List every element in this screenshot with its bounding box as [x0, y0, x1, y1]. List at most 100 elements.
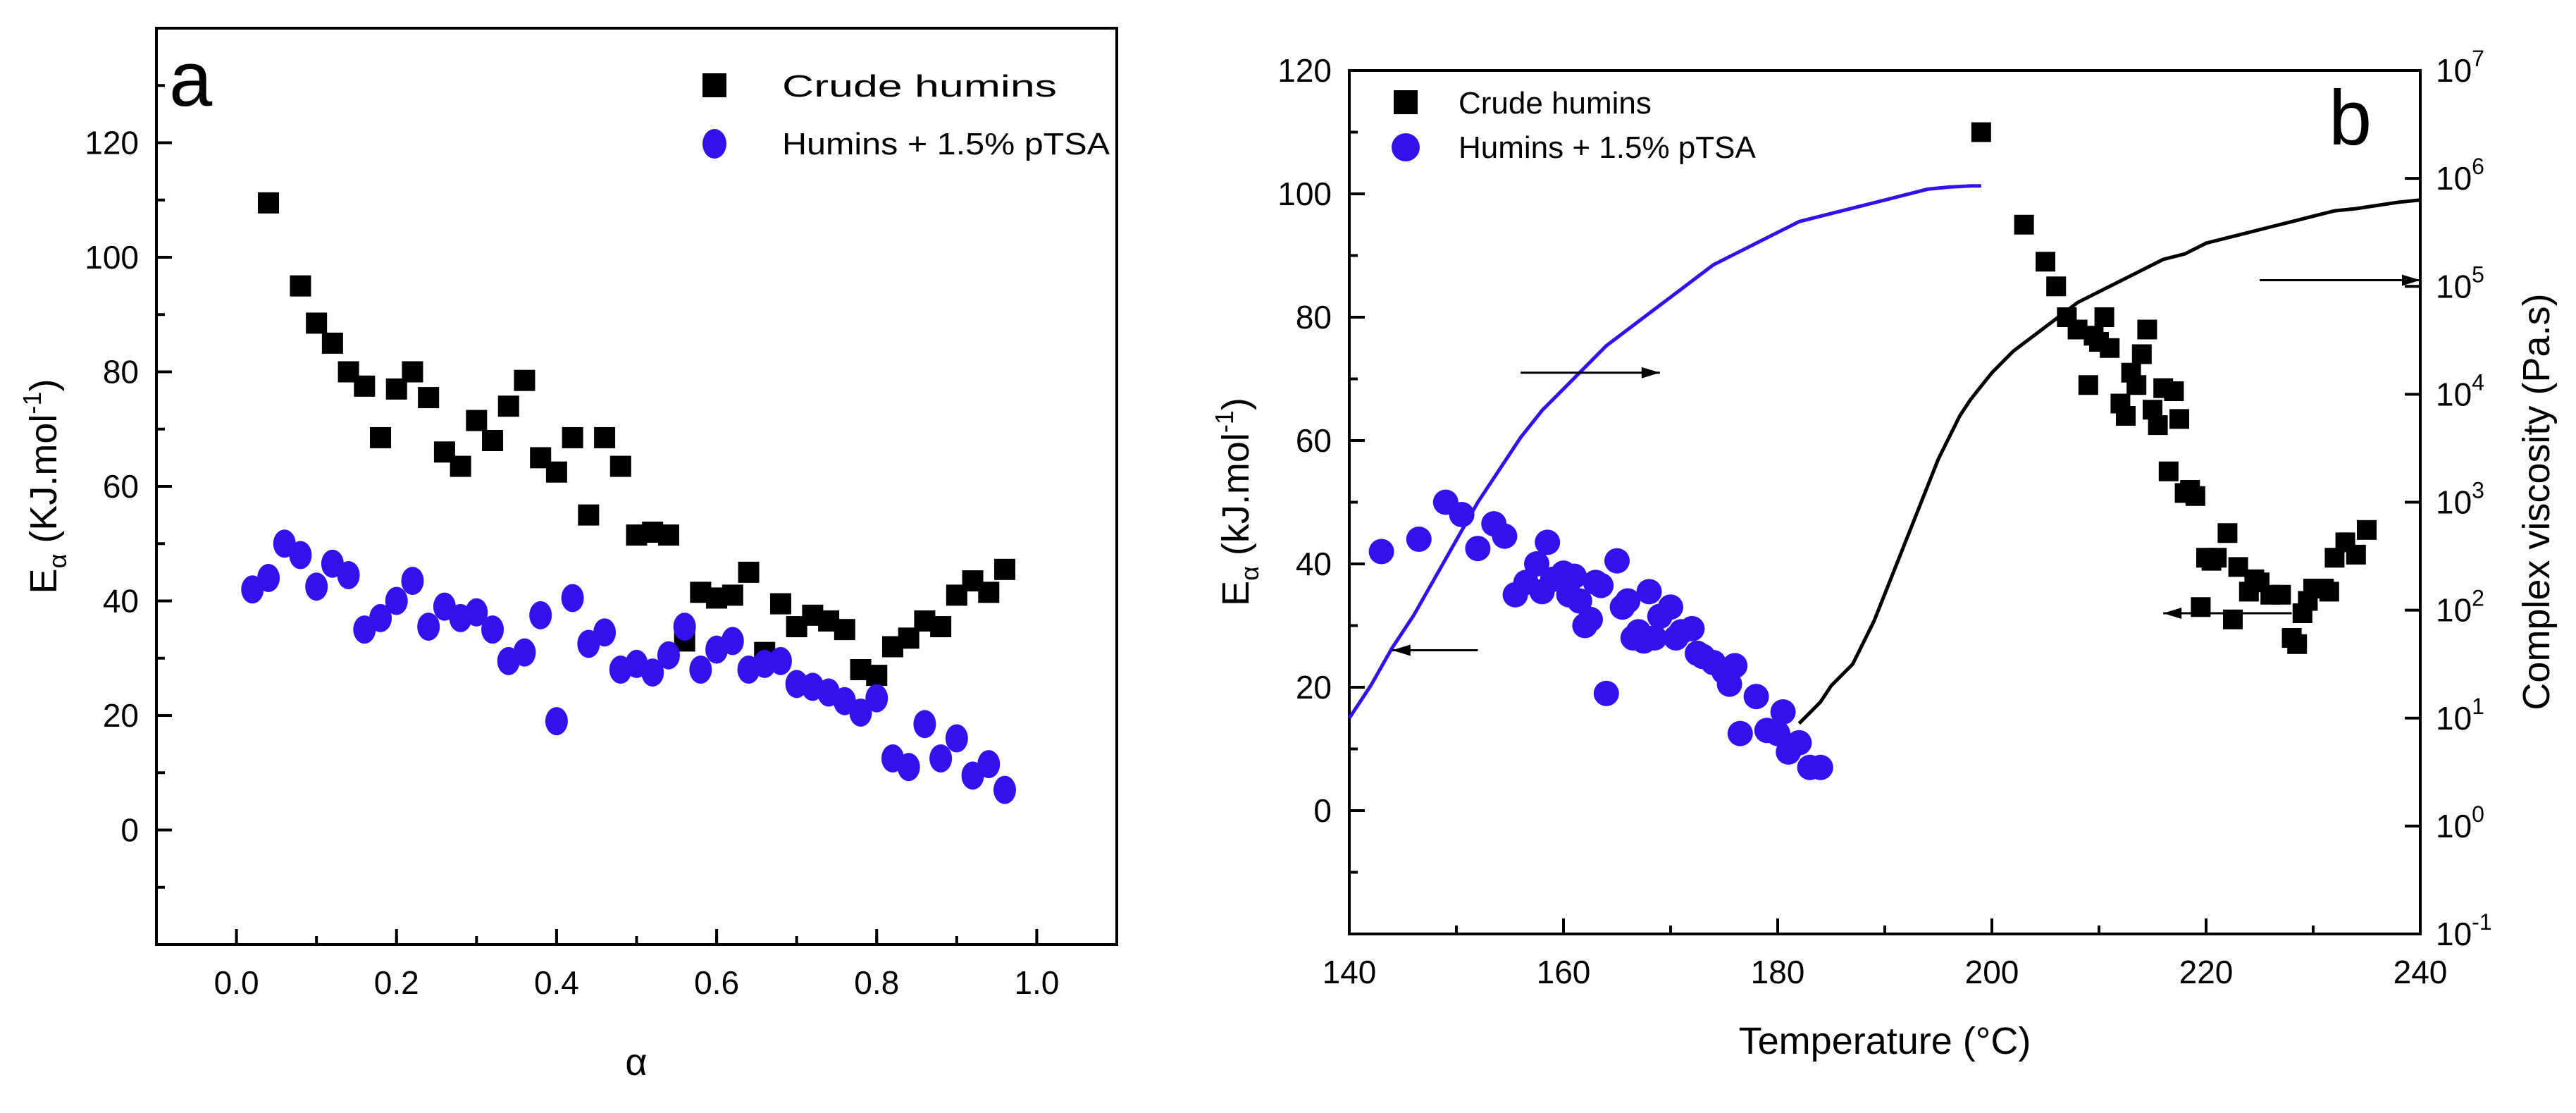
panel-a-legend-crude-label: Crude humins	[782, 69, 1057, 104]
panel-a: 0.0 0.2 0.4 0.6 0.8 1.0 0 20 40 60 80 100 120 a α Eα…	[18, 27, 1118, 1083]
panel-b-crude-point	[2158, 461, 2179, 481]
panel-a-crude-point	[321, 332, 343, 354]
panel-a-crude-point	[834, 619, 855, 641]
panel-b-y2-tick-base: 10	[2436, 592, 2472, 629]
panel-a-ptsa-point	[369, 603, 392, 632]
panel-b-y2-tick-base: 10	[2436, 52, 2472, 89]
panel-b: 140 160 180 200 220 24002040608010012010-1100…	[1210, 46, 2558, 1062]
panel-a-crude-point	[450, 455, 471, 477]
panel-a-crude-point	[258, 192, 280, 214]
panel-a-crude-point	[354, 375, 376, 397]
panel-b-ptsa-point	[1593, 680, 1619, 706]
panel-b-ticks: 140 160 180 200 220 24002040608010012010-1100…	[1277, 46, 2491, 990]
panel-a-y-tick-label: 80	[103, 354, 139, 391]
panel-a-x-tick-label: 0.8	[854, 964, 899, 1001]
panel-b-y2-tick-label: 104	[2436, 369, 2484, 412]
panel-a-crude-point	[402, 361, 423, 383]
panel-a-ptsa-point	[657, 641, 680, 670]
panel-a-legend-crude-marker	[702, 73, 726, 97]
panel-a-y-tick-label: 0	[120, 812, 139, 849]
panel-b-y2-tick-base: 10	[2436, 160, 2472, 197]
panel-b-x-tick-label: 140	[1323, 954, 1377, 990]
panel-a-x-tick-label: 0.6	[694, 964, 739, 1001]
panel-a-ptsa-point	[513, 638, 536, 667]
panel-b-crude-point	[2137, 319, 2157, 340]
panel-b-y-tick-label: 40	[1296, 546, 1332, 582]
panel-b-legend-ptsa-label: Humins + 1.5% pTSA	[1459, 130, 1756, 165]
panel-a-y-label-main: E	[23, 568, 65, 594]
panel-b-ptsa-viscosity-curve	[1347, 184, 1981, 720]
panel-b-crude-point	[2217, 523, 2238, 543]
panel-a-crude-point	[306, 312, 328, 334]
panel-a-y-tick-label: 60	[103, 468, 139, 505]
panel-a-ptsa-point	[673, 613, 696, 641]
panel-b-y-tick-label: 0	[1313, 792, 1332, 829]
panel-b-viscosity-curves	[1347, 184, 2421, 725]
panel-b-y2-tick-label: 102	[2436, 586, 2484, 629]
panel-a-frame	[155, 27, 1118, 946]
panel-a-ptsa-point	[641, 658, 664, 687]
panel-b-legend-crude-label: Crude humins	[1459, 86, 1652, 121]
panel-a-crude-point	[482, 430, 504, 451]
panel-a-ptsa-point	[689, 656, 712, 684]
panel-a-crude-point	[578, 504, 600, 526]
panel-a-ptsa-point	[417, 613, 440, 641]
panel-b-crude-point	[2185, 486, 2205, 506]
panel-a-y-label-sub: α	[43, 554, 72, 569]
panel-a-ptsa-point	[593, 618, 617, 647]
panel-a-ptsa-point	[897, 753, 920, 782]
panel-b-ptsa-point	[1406, 527, 1432, 552]
panel-b-arrow-head	[2163, 608, 2182, 619]
panel-b-ptsa-point	[1722, 653, 1748, 679]
panel-a-crude-point	[769, 593, 791, 615]
panel-a-marks	[241, 192, 1016, 804]
panel-b-ptsa-point	[1449, 502, 1475, 527]
panel-b-ptsa-point	[1535, 529, 1561, 555]
panel-a-ptsa-point	[865, 684, 888, 713]
panel-b-x-tick-label: 240	[2394, 954, 2448, 990]
panel-a-crude-point	[370, 426, 392, 448]
panel-a-x-axis-label: α	[625, 1041, 647, 1083]
panel-b-ptsa-point	[1588, 572, 1614, 598]
panel-b-y2-axis-label: Complex viscosity (Pa.s)	[2515, 293, 2558, 710]
panel-a-legend: Crude humins Humins + 1.5% pTSA	[702, 69, 1110, 161]
panel-a-y-label-end: )	[23, 379, 65, 392]
panel-b-y-label-sub: α	[1235, 566, 1264, 581]
panel-a-x-tick-label: 0.4	[534, 964, 579, 1001]
panel-b-crude-point	[2357, 519, 2377, 540]
panel-a-y-axis-label: Eα (KJ.mol-1)	[18, 379, 72, 594]
panel-b-legend: Crude humins Humins + 1.5% pTSA	[1392, 86, 1756, 165]
panel-b-arrows	[1392, 274, 2420, 656]
panel-b-y2-tick-label: 10-1	[2436, 909, 2492, 952]
panel-a-ptsa-point	[305, 572, 328, 601]
panel-b-ptsa-point	[1578, 606, 1603, 632]
panel-a-ptsa-point	[401, 567, 424, 596]
panel-b-x-tick-label: 180	[1751, 954, 1805, 990]
panel-b-y2-tick-base: 10	[2436, 808, 2472, 844]
panel-b-y-axis-label: Eα (kJ.mol-1)	[1210, 398, 1264, 606]
panel-b-arrow-head	[1641, 367, 1660, 379]
panel-b-arrow-head	[2402, 274, 2420, 286]
panel-b-crude-point	[2271, 584, 2291, 605]
panel-b-y-label-end: )	[1215, 398, 1257, 410]
panel-a-crude-point	[866, 665, 888, 687]
panel-a-crude-point	[722, 584, 743, 606]
panel-b-y2-tick-label: 105	[2436, 262, 2484, 305]
panel-b-crude-point	[2046, 276, 2067, 297]
panel-a-ptsa-point	[929, 744, 953, 773]
panel-b-ptsa-point	[1561, 563, 1587, 589]
panel-a-ptsa-point	[993, 775, 1016, 804]
panel-b-ptsa-point	[1743, 684, 1769, 710]
panel-b-y2-tick-base: 10	[2436, 700, 2472, 737]
panel-b-ptsa-point	[1727, 720, 1753, 746]
panel-a-ptsa-point	[849, 698, 872, 727]
panel-b-y2-tick-exp: -1	[2472, 909, 2491, 935]
panel-a-ptsa-point	[289, 541, 312, 570]
panel-b-ptsa-point	[1368, 539, 1394, 565]
panel-b-y-tick-label: 120	[1277, 52, 1332, 89]
panel-a-y-label-sup: -1	[18, 392, 47, 414]
panel-b-crude-point	[2078, 375, 2098, 395]
panel-a-crude-point	[290, 275, 311, 297]
panel-a-ptsa-point	[913, 710, 936, 739]
panel-b-crude-point	[2148, 415, 2168, 436]
